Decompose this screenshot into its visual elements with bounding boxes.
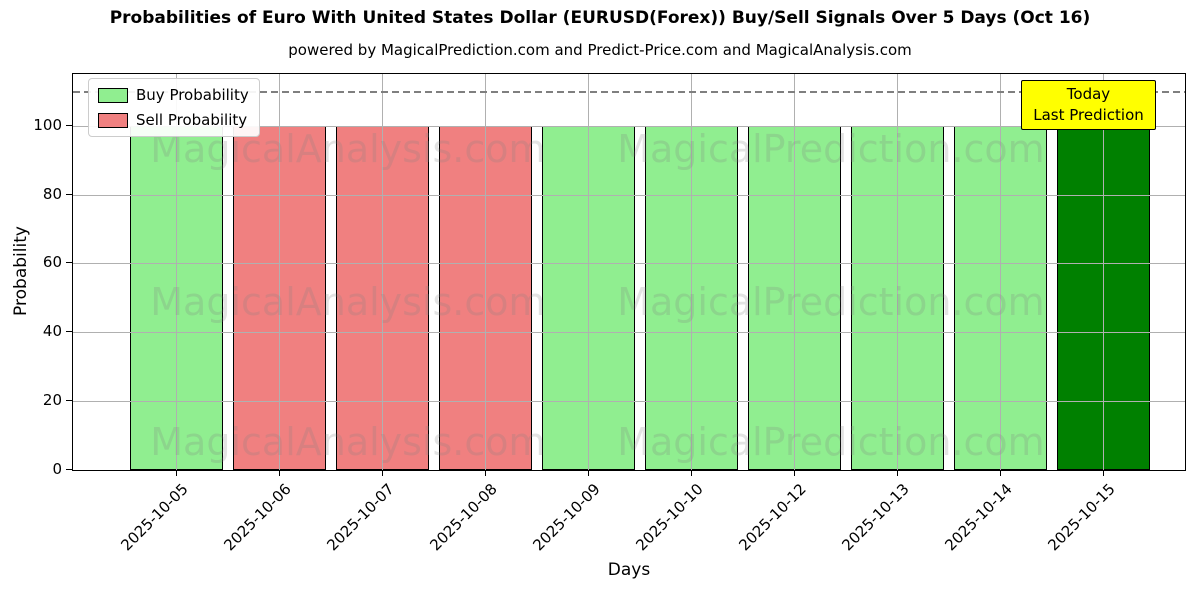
y-tick-mark xyxy=(66,469,72,470)
gridline-x-2025-10-05 xyxy=(176,74,177,470)
gridline-y-60 xyxy=(73,263,1185,265)
x-tick-label-2025-10-05: 2025-10-05 xyxy=(116,480,192,555)
legend-label: Sell Probability xyxy=(136,111,248,129)
y-tick-mark xyxy=(66,193,72,195)
y-tick-mark xyxy=(66,400,72,402)
today-annotation: Today Last Prediction xyxy=(1021,80,1156,130)
y-tick-label-40: 40 xyxy=(42,322,62,341)
x-tick-label-2025-10-15: 2025-10-15 xyxy=(1043,480,1119,555)
x-tick-mark xyxy=(381,470,383,476)
x-tick-label-2025-10-10: 2025-10-10 xyxy=(631,480,707,555)
gridline-x-2025-10-09 xyxy=(588,74,589,470)
legend-label: Buy Probability xyxy=(136,86,249,104)
x-tick-mark xyxy=(587,470,589,476)
x-tick-mark xyxy=(484,470,486,476)
legend: Buy Probability Sell Probability xyxy=(88,78,260,137)
gridline-x-2025-10-12 xyxy=(794,74,795,470)
y-tick-label-60: 60 xyxy=(42,253,62,272)
y-tick-label-20: 20 xyxy=(42,391,62,410)
gridline-x-2025-10-15 xyxy=(1103,74,1104,470)
x-tick-mark xyxy=(793,470,795,476)
x-tick-label-2025-10-09: 2025-10-09 xyxy=(528,480,604,555)
x-axis-label: Days xyxy=(607,560,651,580)
x-tick-label-2025-10-13: 2025-10-13 xyxy=(837,480,913,555)
chart-title: Probabilities of Euro With United States… xyxy=(109,8,1091,28)
plot-area: Buy Probability Sell Probability Today L… xyxy=(72,73,1186,471)
x-tick-mark xyxy=(1102,470,1104,476)
y-tick-mark xyxy=(66,331,72,333)
gridline-x-2025-10-08 xyxy=(485,74,486,470)
legend-entry-sell: Sell Probability xyxy=(98,111,249,129)
x-tick-label-2025-10-12: 2025-10-12 xyxy=(734,480,810,555)
x-tick-label-2025-10-08: 2025-10-08 xyxy=(425,480,501,555)
y-tick-mark xyxy=(66,262,72,264)
y-tick-mark xyxy=(66,124,72,126)
x-tick-mark xyxy=(278,470,280,476)
y-tick-label-80: 80 xyxy=(42,184,62,203)
x-tick-label-2025-10-06: 2025-10-06 xyxy=(219,480,295,555)
x-tick-mark xyxy=(690,470,692,476)
gridline-x-2025-10-14 xyxy=(1000,74,1001,470)
x-tick-mark xyxy=(999,470,1001,476)
x-tick-mark xyxy=(175,470,177,476)
gridline-x-2025-10-10 xyxy=(691,74,692,470)
y-tick-label-100: 100 xyxy=(33,115,62,134)
buy-probability-swatch xyxy=(98,87,128,103)
gridline-x-2025-10-06 xyxy=(279,74,280,470)
gridline-y-20 xyxy=(73,401,1185,403)
gridline-x-2025-10-13 xyxy=(897,74,898,470)
y-tick-label-0: 0 xyxy=(52,460,62,478)
gridline-x-2025-10-07 xyxy=(382,74,383,470)
legend-entry-buy: Buy Probability xyxy=(98,86,249,104)
gridline-y-100 xyxy=(73,125,1185,127)
x-tick-mark xyxy=(896,470,898,476)
x-tick-label-2025-10-07: 2025-10-07 xyxy=(322,480,398,555)
reference-dashed-line xyxy=(73,91,1185,93)
chart-subtitle: powered by MagicalPrediction.com and Pre… xyxy=(288,41,912,59)
gridline-y-40 xyxy=(73,332,1185,334)
sell-probability-swatch xyxy=(98,112,128,128)
annotation-line-1: Today xyxy=(1066,85,1111,103)
x-tick-label-2025-10-14: 2025-10-14 xyxy=(940,480,1016,555)
gridline-y-80 xyxy=(73,194,1185,196)
annotation-line-2: Last Prediction xyxy=(1033,106,1144,124)
